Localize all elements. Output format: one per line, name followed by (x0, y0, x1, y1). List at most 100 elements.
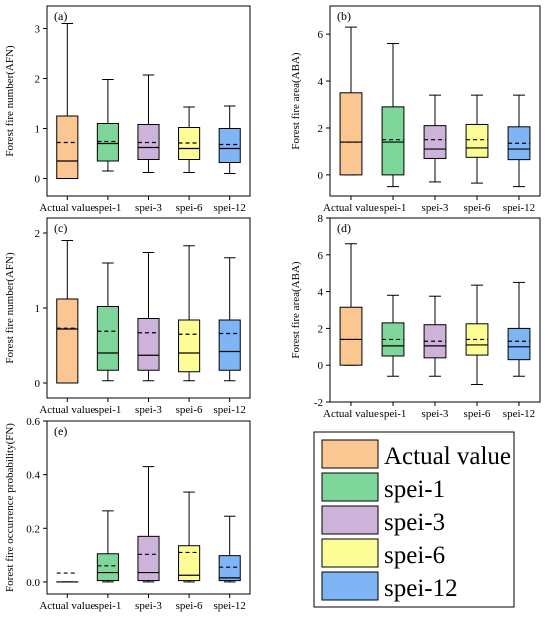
panel-label: (c) (54, 221, 67, 235)
box-spei-6 (465, 94, 489, 184)
y-tick-label: 3 (35, 24, 41, 36)
x-tick-label: spei-12 (214, 404, 246, 416)
legend-label-actual-value: Actual value (384, 443, 511, 470)
panel-label: (b) (337, 9, 351, 23)
box-spei-1 (381, 43, 405, 188)
box-spei-1 (96, 510, 119, 583)
panel-a: (a) Forest fire number(AFN) 0 1 2 3 Actual val… (4, 5, 251, 214)
y-axis-label: Forest fire occurrence probability(FN) (4, 423, 16, 592)
legend-swatch-spei-3 (321, 505, 379, 535)
box-spei-6 (178, 491, 201, 583)
iqr-box (381, 106, 405, 176)
y-tick-label: 2 (35, 228, 41, 240)
iqr-box (218, 319, 241, 371)
x-tick-label: Actual value (323, 408, 379, 420)
legend-label-spei-6: spei-6 (384, 542, 445, 569)
y-tick-label: 4 (318, 287, 324, 299)
y-tick-label: 1 (35, 124, 41, 136)
box-spei-3 (423, 94, 447, 183)
chart-panels: (a) Forest fire number(AFN) 0 1 2 3 Actual val… (4, 5, 541, 612)
legend-label-spei-12: spei-12 (384, 575, 458, 602)
iqr-box (137, 318, 160, 371)
panel-d: (d) Forest fire area(ABA) -2 0 2 4 6 8 Actual va… (290, 213, 541, 420)
x-tick-label: spei-1 (94, 202, 121, 214)
y-tick-label: 6 (318, 250, 324, 262)
iqr-box (423, 125, 447, 159)
y-tick-label: 2 (35, 74, 41, 86)
legend-swatch-spei-6 (321, 538, 379, 568)
legend-swatch-spei-12 (321, 571, 379, 601)
iqr-box (218, 555, 241, 582)
box-actual-value (339, 26, 363, 176)
iqr-box (339, 306, 363, 366)
box-actual-value (56, 23, 79, 179)
iqr-box (218, 128, 241, 163)
legend-label-spei-3: spei-3 (384, 509, 445, 536)
x-tick-label: spei-6 (176, 404, 203, 416)
box-spei-1 (96, 79, 119, 172)
iqr-box (507, 327, 531, 361)
iqr-box (339, 92, 363, 176)
box-actual-value (56, 240, 79, 384)
box-actual-value (56, 572, 79, 583)
iqr-box (96, 553, 119, 582)
box-spei-6 (465, 284, 489, 386)
x-tick-label: spei-1 (94, 404, 121, 416)
x-tick-label: spei-12 (214, 600, 246, 612)
x-tick-label: spei-12 (214, 202, 246, 214)
x-tick-label: spei-6 (464, 202, 491, 214)
panel-label: (d) (337, 221, 351, 235)
box-spei-1 (381, 294, 405, 377)
x-tick-label: spei-1 (94, 600, 121, 612)
box-spei-6 (178, 245, 201, 382)
x-tick-label: spei-6 (464, 408, 491, 420)
box-spei-3 (137, 74, 160, 173)
x-tick-label: spei-6 (176, 600, 203, 612)
x-tick-label: Actual value (323, 202, 379, 214)
x-tick-label: spei-1 (380, 408, 407, 420)
x-tick-label: spei-12 (503, 408, 535, 420)
box-spei-12 (507, 281, 531, 377)
panel-label: (e) (54, 424, 67, 438)
y-tick-label: 2 (318, 323, 324, 335)
iqr-box (137, 535, 160, 582)
iqr-box (56, 115, 79, 179)
x-tick-label: spei-3 (422, 408, 449, 420)
box-spei-6 (178, 106, 201, 173)
box-spei-3 (137, 252, 160, 382)
box-spei-12 (218, 515, 241, 583)
y-tick-label: 0 (318, 360, 324, 372)
iqr-box (96, 306, 119, 371)
y-tick-label: 0.2 (26, 523, 40, 535)
legend: Actual value spei-1 spei-3 spei-6 spei-1… (313, 431, 515, 608)
y-tick-label: -2 (314, 397, 323, 409)
x-tick-label: spei-6 (176, 202, 203, 214)
box-spei-12 (507, 94, 531, 188)
y-tick-label: 4 (318, 76, 324, 88)
y-tick-label: 8 (318, 213, 324, 225)
y-tick-label: 0 (318, 170, 324, 182)
x-tick-label: spei-3 (422, 202, 449, 214)
y-tick-label: 2 (318, 123, 324, 135)
x-tick-label: spei-3 (135, 600, 162, 612)
legend-label-spei-1: spei-1 (384, 476, 445, 503)
x-tick-label: spei-1 (380, 202, 407, 214)
y-tick-label: 0 (35, 378, 41, 390)
panel-b: (b) Forest fire area(ABA) 0 2 4 6 Actual value… (290, 5, 541, 214)
box-spei-3 (423, 295, 447, 377)
box-spei-12 (218, 105, 241, 174)
x-tick-label: Actual value (39, 202, 95, 214)
y-tick-label: 0.6 (26, 416, 40, 428)
x-tick-label: spei-12 (503, 202, 535, 214)
y-tick-label: 0.4 (26, 470, 40, 482)
legend-swatch-actual-value (321, 439, 379, 469)
y-tick-label: 6 (318, 29, 324, 41)
legend-swatch-spei-1 (321, 472, 379, 502)
y-axis-label: Forest fire area(ABA) (290, 261, 302, 358)
iqr-box (178, 545, 201, 582)
box-spei-12 (218, 257, 241, 382)
box-spei-1 (96, 262, 119, 382)
x-tick-label: Actual value (39, 404, 95, 416)
iqr-box (96, 123, 119, 162)
